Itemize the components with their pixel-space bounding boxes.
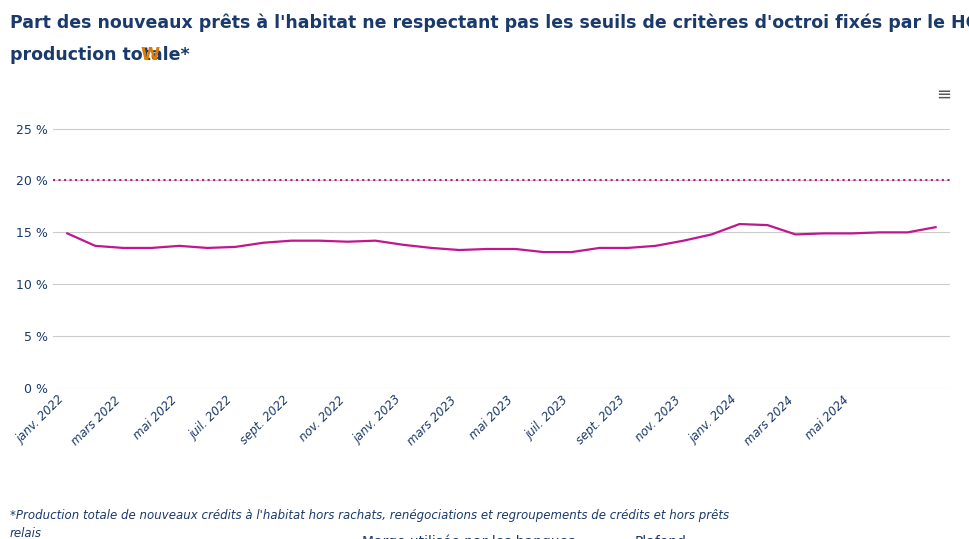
Text: ≡: ≡ (936, 85, 952, 103)
Text: Part des nouveaux prêts à l'habitat ne respectant pas les seuils de critères d'o: Part des nouveaux prêts à l'habitat ne r… (10, 13, 969, 32)
Legend: Marge utilisée par les banques, Plafond: Marge utilisée par les banques, Plafond (310, 529, 693, 539)
Text: relais: relais (10, 527, 42, 539)
Text: *Production totale de nouveaux crédits à l'habitat hors rachats, renégociations : *Production totale de nouveaux crédits à… (10, 509, 729, 522)
Text: W: W (141, 46, 160, 64)
Text: production totale*: production totale* (10, 46, 202, 64)
